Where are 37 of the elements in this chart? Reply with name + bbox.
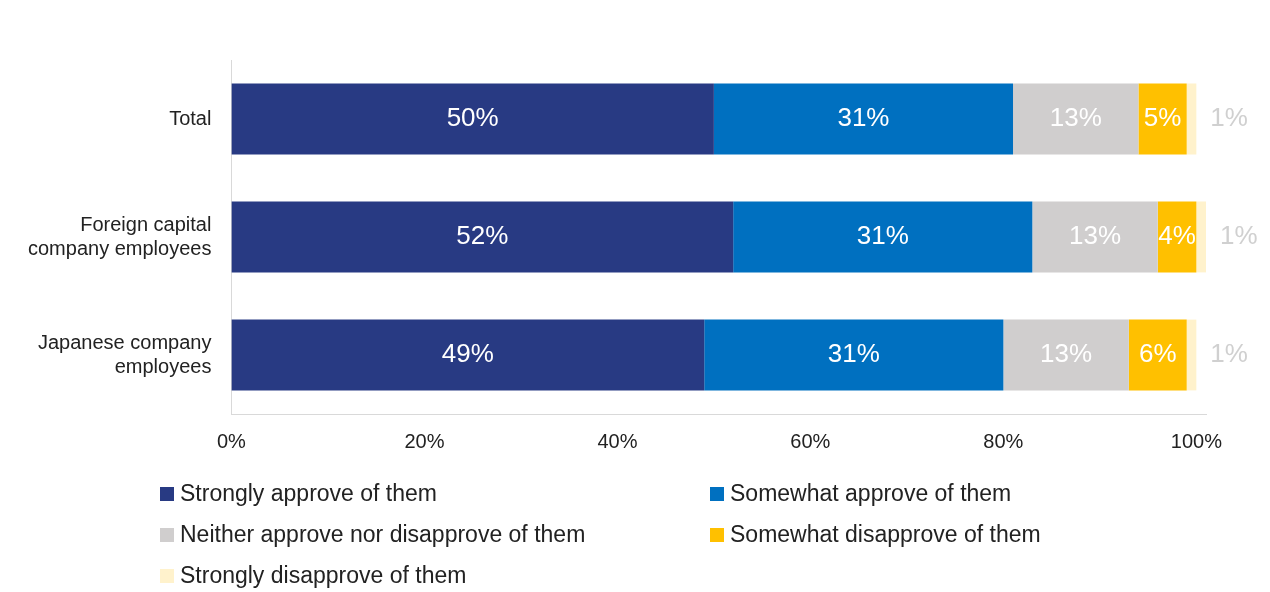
legend-label: Somewhat approve of them: [730, 480, 1012, 507]
x-tick-label: 40%: [597, 429, 638, 452]
data-label: 5%: [1143, 102, 1182, 133]
data-label: 50%: [446, 102, 499, 133]
data-label: 6%: [1138, 338, 1177, 369]
x-tick-label: 100%: [1170, 429, 1223, 452]
bar: [231, 201, 734, 273]
data-label: 4%: [1158, 220, 1196, 251]
x-tick-label: 60%: [790, 429, 831, 452]
bar: [1186, 83, 1197, 155]
bar: [1032, 201, 1158, 273]
x-tick-label: 0%: [216, 429, 247, 452]
bar: [713, 83, 1014, 155]
y-tick-label: Total: [169, 106, 212, 129]
legend-label: Strongly disapprove of them: [180, 562, 467, 589]
bar: [1013, 83, 1139, 155]
bar: [1196, 201, 1206, 273]
bar: [1128, 319, 1187, 391]
data-label: 31%: [827, 338, 880, 369]
bar: [231, 319, 705, 391]
bar: [704, 319, 1004, 391]
data-label: 31%: [837, 102, 890, 133]
x-tick-label: 20%: [404, 429, 445, 452]
y-tick-label: Japanese company employees: [37, 330, 212, 377]
bar: [733, 201, 1033, 273]
legend-label: Strongly approve of them: [180, 480, 437, 507]
bar: [1003, 319, 1129, 391]
legend-label: Somewhat disapprove of them: [730, 521, 1041, 548]
bar: [1186, 319, 1197, 391]
bar: [1138, 83, 1187, 155]
data-label: 52%: [456, 220, 509, 251]
bar: [231, 83, 714, 155]
legend-label: Neither approve nor disapprove of them: [180, 521, 586, 548]
data-label: 31%: [856, 220, 909, 251]
x-tick-label: 80%: [983, 429, 1024, 452]
y-tick-label: Foreign capital company employees: [27, 212, 212, 259]
data-label: 49%: [441, 338, 494, 369]
